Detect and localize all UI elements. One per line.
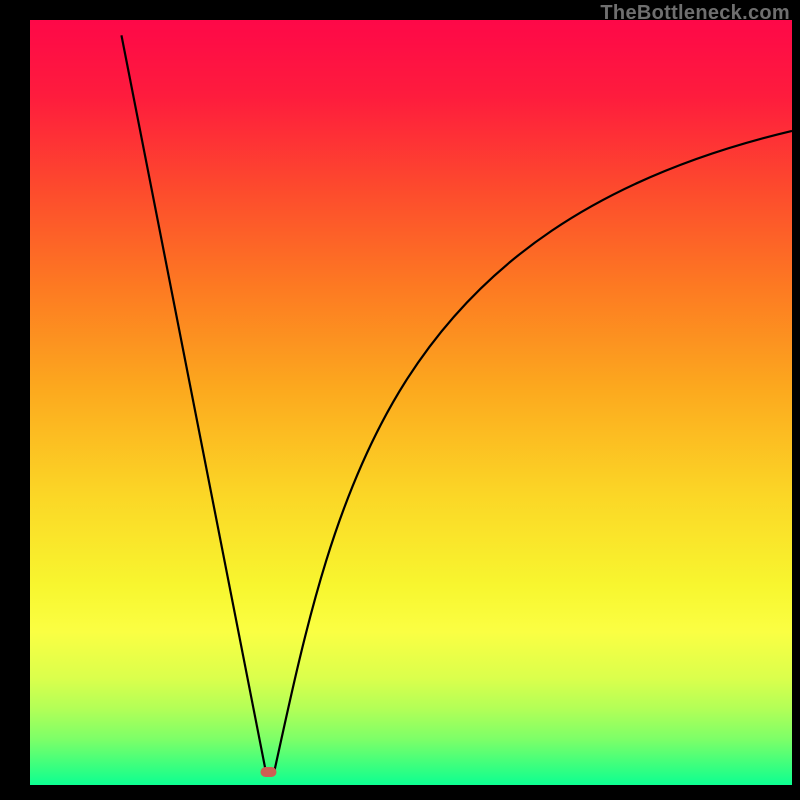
plot-background: [30, 20, 792, 785]
chart-stage: TheBottleneck.com: [0, 0, 800, 800]
minimum-marker: [261, 767, 277, 777]
chart-svg: [0, 0, 800, 800]
watermark-text: TheBottleneck.com: [600, 2, 790, 25]
